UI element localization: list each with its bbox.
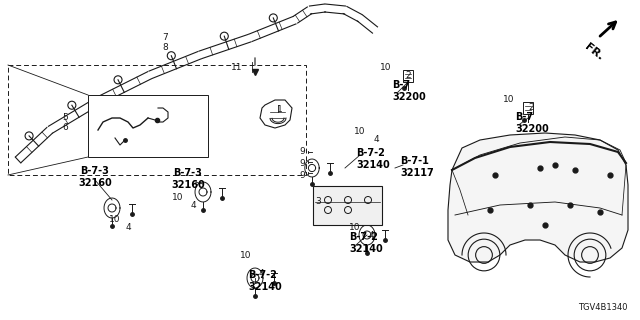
Text: 4: 4 <box>368 231 374 241</box>
Text: 4: 4 <box>258 268 264 277</box>
Text: 10: 10 <box>240 251 252 260</box>
Text: 6: 6 <box>62 124 68 132</box>
Text: B-7-3
32160: B-7-3 32160 <box>78 166 112 188</box>
Text: 4: 4 <box>190 202 196 211</box>
Text: B-7
32200: B-7 32200 <box>392 80 426 101</box>
Text: 10: 10 <box>349 223 361 233</box>
Text: 9: 9 <box>299 158 305 167</box>
Text: 3: 3 <box>315 197 321 206</box>
FancyBboxPatch shape <box>88 95 208 157</box>
Text: 10: 10 <box>503 95 515 105</box>
Text: 8: 8 <box>162 44 168 52</box>
Text: B-7-2
32140: B-7-2 32140 <box>248 270 282 292</box>
Text: 9: 9 <box>299 148 305 156</box>
Text: 10: 10 <box>380 63 392 73</box>
Text: 11: 11 <box>231 63 243 73</box>
Text: TGV4B1340: TGV4B1340 <box>579 303 628 312</box>
Text: 12: 12 <box>142 108 154 116</box>
Text: 2: 2 <box>405 71 411 81</box>
Text: B-7-2
32140: B-7-2 32140 <box>349 232 383 253</box>
Text: 1: 1 <box>277 106 283 115</box>
Text: 10: 10 <box>172 194 184 203</box>
Text: B-7-1
32117: B-7-1 32117 <box>400 156 434 178</box>
Text: 4: 4 <box>373 135 379 145</box>
FancyBboxPatch shape <box>523 102 533 114</box>
FancyBboxPatch shape <box>313 186 382 225</box>
Text: B-7-3
32160: B-7-3 32160 <box>171 168 205 189</box>
Text: 2: 2 <box>528 103 534 113</box>
Text: 10: 10 <box>109 215 121 225</box>
Text: 9: 9 <box>299 171 305 180</box>
Text: 7: 7 <box>162 34 168 43</box>
Text: 12: 12 <box>132 131 144 140</box>
Text: B-7-2
32140: B-7-2 32140 <box>356 148 390 170</box>
FancyBboxPatch shape <box>403 70 413 82</box>
Polygon shape <box>448 133 628 262</box>
Text: FR.: FR. <box>583 42 605 62</box>
Text: 4: 4 <box>125 223 131 233</box>
Text: 5: 5 <box>62 114 68 123</box>
Text: B-7
32200: B-7 32200 <box>515 112 548 134</box>
Text: 10: 10 <box>355 127 365 137</box>
